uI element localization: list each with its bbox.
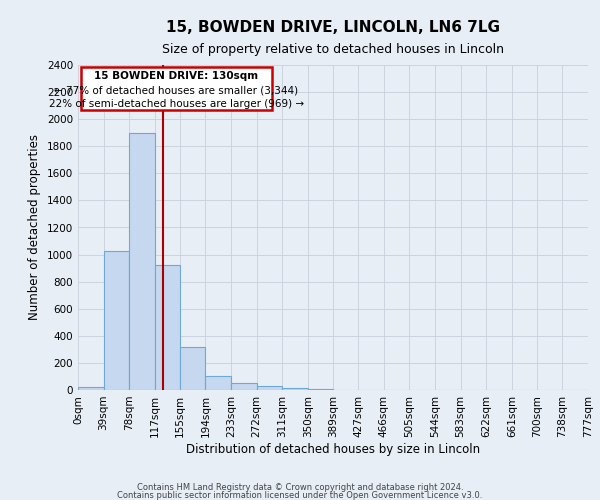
Y-axis label: Number of detached properties: Number of detached properties: [28, 134, 41, 320]
Text: 15 BOWDEN DRIVE: 130sqm: 15 BOWDEN DRIVE: 130sqm: [94, 71, 259, 81]
Text: Contains public sector information licensed under the Open Government Licence v3: Contains public sector information licen…: [118, 492, 482, 500]
Bar: [257, 386, 282, 390]
Text: 15, BOWDEN DRIVE, LINCOLN, LN6 7LG: 15, BOWDEN DRIVE, LINCOLN, LN6 7LG: [166, 20, 500, 35]
Bar: [78, 388, 104, 390]
FancyBboxPatch shape: [81, 67, 272, 110]
Text: ← 77% of detached houses are smaller (3,344): ← 77% of detached houses are smaller (3,…: [55, 85, 299, 95]
Text: 22% of semi-detached houses are larger (969) →: 22% of semi-detached houses are larger (…: [49, 98, 304, 108]
Bar: [155, 266, 180, 390]
Bar: [231, 383, 257, 390]
Bar: [205, 376, 231, 390]
Bar: [180, 346, 205, 390]
Bar: [129, 132, 155, 390]
X-axis label: Distribution of detached houses by size in Lincoln: Distribution of detached houses by size …: [186, 442, 480, 456]
Bar: [282, 388, 308, 390]
Text: Size of property relative to detached houses in Lincoln: Size of property relative to detached ho…: [162, 42, 504, 56]
Text: Contains HM Land Registry data © Crown copyright and database right 2024.: Contains HM Land Registry data © Crown c…: [137, 483, 463, 492]
Bar: [104, 251, 129, 390]
